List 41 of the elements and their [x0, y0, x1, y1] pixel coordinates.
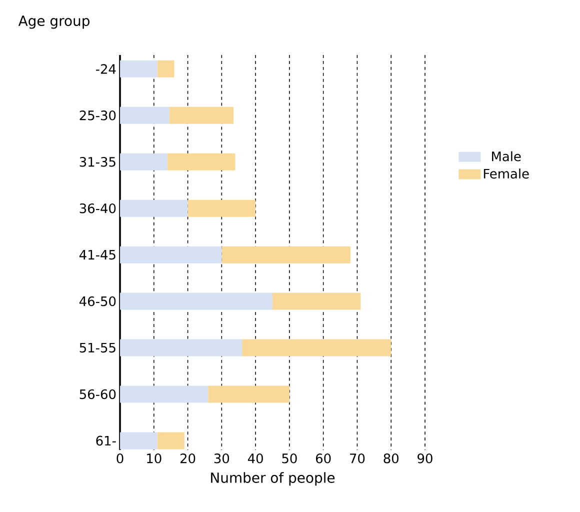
bar: [242, 339, 392, 356]
x-tick-label: 20: [180, 454, 196, 464]
bar: [120, 339, 242, 356]
bar: [157, 432, 184, 450]
x-tick-label: 60: [316, 454, 331, 464]
bar: [120, 292, 272, 310]
x-tick-label: 10: [147, 454, 162, 464]
x-axis-title: Number of people: [211, 472, 335, 486]
y-axis-title: Age group: [18, 16, 90, 29]
bar: [120, 432, 158, 450]
x-tick-label: 90: [418, 454, 432, 464]
bar: [188, 200, 256, 217]
bar: [120, 106, 170, 124]
bar: [120, 60, 158, 78]
x-tick-label: 50: [282, 454, 297, 464]
bar: [169, 106, 234, 124]
y-tick-label: 36-40: [80, 203, 116, 214]
bar: [120, 153, 168, 170]
y-tick-label: 56-60: [80, 389, 116, 400]
x-tick-label: 0: [116, 454, 124, 464]
bar: [272, 292, 361, 310]
bar: [167, 153, 236, 170]
y-tick-label: 51-55: [80, 342, 116, 353]
y-tick-label: 61-: [96, 436, 116, 446]
bar: [120, 386, 208, 403]
bar: [157, 60, 174, 78]
legend-label: Male: [492, 151, 521, 162]
y-tick-label: 46-50: [79, 296, 116, 306]
legend-label: Female: [484, 168, 529, 179]
x-tick-label: 80: [384, 454, 398, 464]
bar: [120, 200, 188, 217]
bar: [222, 246, 350, 264]
x-tick-label: 40: [248, 454, 263, 464]
bar: [120, 246, 222, 264]
bar: [208, 386, 290, 403]
y-tick-label: 25-30: [80, 110, 116, 120]
x-tick-label: 70: [350, 454, 365, 464]
x-tick-label: 30: [214, 454, 230, 464]
y-tick-label: 41-45: [79, 250, 116, 260]
y-tick-label: -24: [96, 64, 116, 74]
y-tick-label: 31-35: [80, 156, 116, 167]
